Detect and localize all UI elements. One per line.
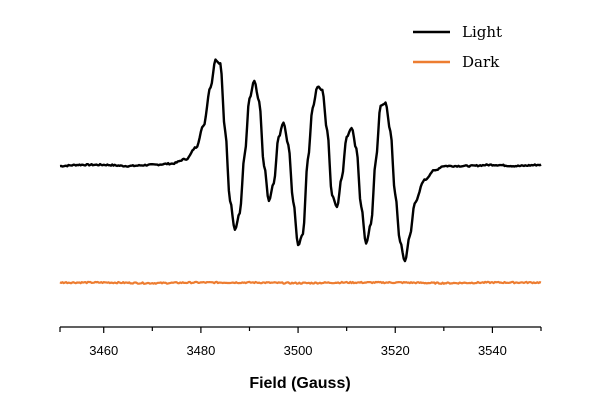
x-axis: 3460 3480 3500 3520 3540 Field (Gauss) [59, 326, 542, 392]
series-line-dark [59, 280, 542, 285]
x-axis-title: Field (Gauss) [249, 375, 350, 392]
x-tick-label: 3480 [186, 343, 215, 358]
series-layer [59, 58, 542, 285]
x-ticks: 3460 3480 3500 3520 3540 [59, 327, 542, 358]
legend: Light Dark [413, 23, 502, 71]
series-line-light [59, 58, 542, 263]
legend-label-light: Light [462, 23, 502, 41]
x-tick-label: 3540 [478, 343, 507, 358]
x-tick-label: 3500 [284, 343, 313, 358]
x-tick-label: 3460 [89, 343, 118, 358]
legend-label-dark: Dark [462, 53, 500, 71]
x-tick-label: 3520 [381, 343, 410, 358]
